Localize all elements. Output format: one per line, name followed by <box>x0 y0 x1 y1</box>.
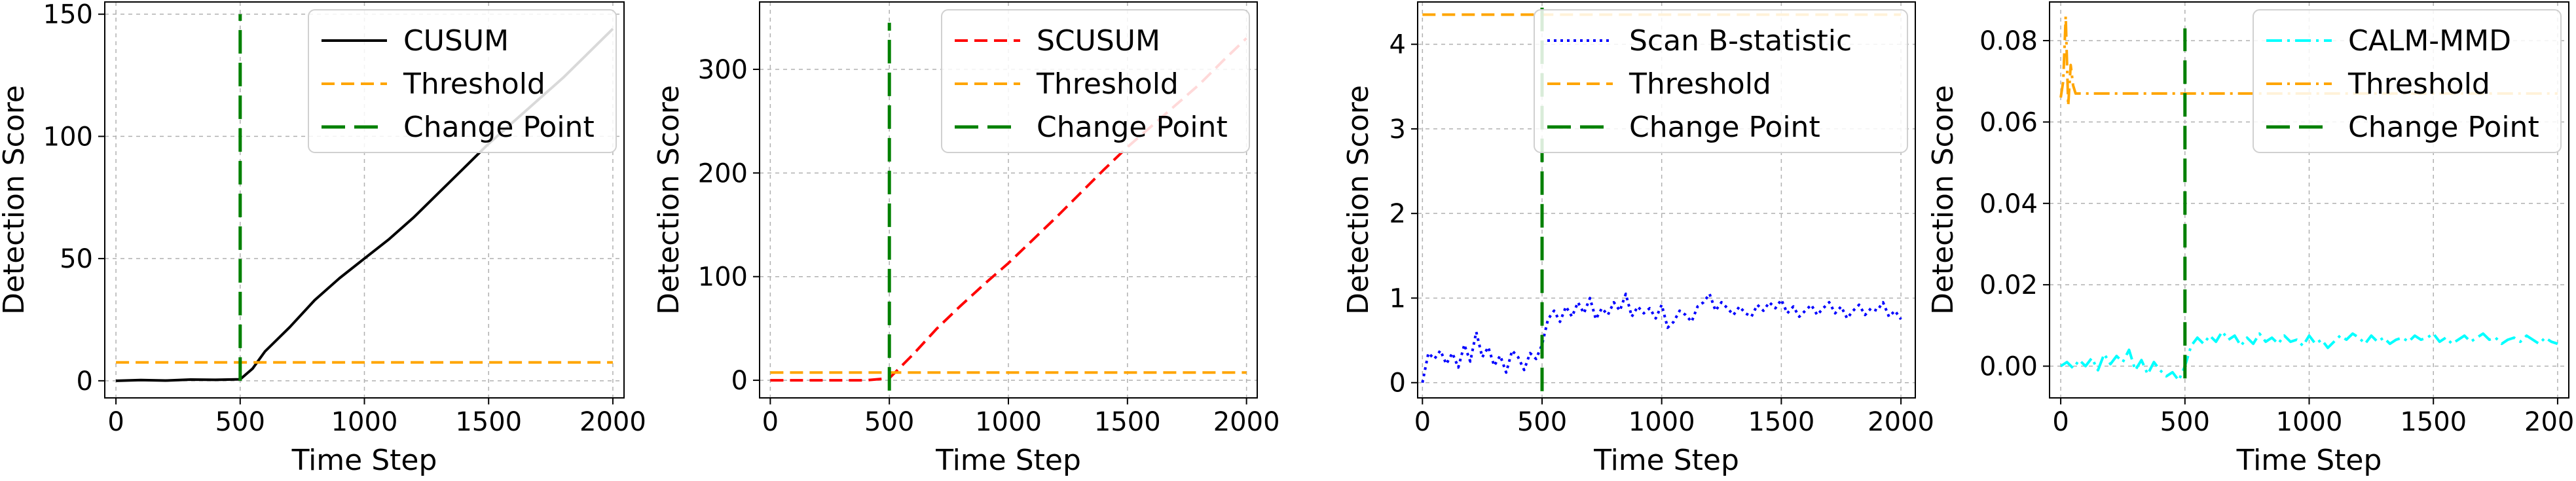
legend-label: Scan B-statistic <box>1629 24 1852 58</box>
legend-box <box>1534 9 1908 153</box>
x-tick-label: 0 <box>1414 407 1431 437</box>
y-tick-label: 100 <box>43 122 93 152</box>
x-tick-label: 500 <box>1517 407 1567 437</box>
y-tick-label: 1 <box>1389 283 1406 313</box>
axes-frame <box>1417 1 1916 399</box>
legend-label: CALM-MMD <box>2348 24 2511 58</box>
legend-label: Threshold <box>1628 67 1771 101</box>
x-tick-label: 1000 <box>1628 407 1695 437</box>
x-tick-label: 2000 <box>1868 407 1934 437</box>
y-tick-label: 0.00 <box>1979 352 2038 382</box>
y-axis-label: Detection Score <box>1342 85 1375 315</box>
x-tick-label: 2000 <box>580 407 646 437</box>
x-tick-label: 500 <box>2160 407 2210 437</box>
y-tick-label: 0 <box>1389 368 1406 399</box>
y-tick-label: 2 <box>1389 199 1406 229</box>
series-line-1 <box>2060 330 2558 382</box>
x-tick-label: 0 <box>2052 407 2069 437</box>
y-tick-label: 0 <box>77 366 93 397</box>
x-tick-label: 2000 <box>2524 407 2576 437</box>
x-tick-label: 1500 <box>2400 407 2467 437</box>
x-tick-label: 500 <box>215 407 265 437</box>
legend-label: Threshold <box>2347 67 2490 101</box>
x-tick-label: 500 <box>864 407 914 437</box>
y-tick-label: 50 <box>60 244 93 274</box>
y-axis-label: Detection Score <box>1926 85 1960 315</box>
chart-4: 0 500 1000 1500 2000 0.00 0.02 0.04 0.06 0.08 Time… <box>1926 1 2576 477</box>
y-tick-label: 0.06 <box>1979 107 2038 137</box>
x-axis-label: Time Step <box>291 444 437 477</box>
x-tick-label: 0 <box>762 407 779 437</box>
y-tick-label: 100 <box>698 262 748 293</box>
y-tick-label: 4 <box>1389 30 1406 60</box>
x-tick-label: 1500 <box>1748 407 1814 437</box>
x-tick-label: 1000 <box>331 407 398 437</box>
chart-1: 0 500 1000 1500 2000 0 50 100 150 Time Step Detect… <box>0 0 646 477</box>
x-tick-label: 1500 <box>1094 407 1161 437</box>
legend-box <box>2253 9 2562 153</box>
legend-box <box>308 9 617 153</box>
legend: CUSUM Threshold Change Point <box>308 9 617 153</box>
legend-label: CUSUM <box>403 24 509 58</box>
legend-label: Change Point <box>2348 111 2539 144</box>
x-axis-label: Time Step <box>2236 444 2382 477</box>
legend-label: Change Point <box>1629 111 1820 144</box>
chart-3: 0 500 1000 1500 2000 0 1 2 3 4 Time Step Detection … <box>1342 1 1934 477</box>
y-tick-label: 150 <box>43 0 93 30</box>
y-tick-label: 0.02 <box>1979 270 2038 300</box>
x-axis-label: Time Step <box>1593 444 1739 477</box>
x-tick-label: 1500 <box>455 407 522 437</box>
legend-label: Change Point <box>403 111 595 144</box>
x-axis-label: Time Step <box>935 444 1081 477</box>
legend-label: Threshold <box>1036 67 1179 101</box>
x-tick-label: 1000 <box>2276 407 2343 437</box>
legend: SCUSUM Threshold Change Point <box>941 9 1250 153</box>
legend-label: SCUSUM <box>1037 24 1160 58</box>
legend-label: Threshold <box>403 67 545 101</box>
legend-box <box>941 9 1250 153</box>
y-tick-label: 200 <box>698 158 748 188</box>
y-tick-label: 0.04 <box>1979 189 2038 219</box>
y-tick-label: 0.08 <box>1979 26 2038 56</box>
legend: Scan B-statistic Threshold Change Point <box>1534 9 1908 153</box>
chart-2: 0 500 1000 1500 2000 0 100 200 300 Time Step Detec… <box>652 1 1280 477</box>
legend: CALM-MMD Threshold Change Point <box>2253 9 2562 153</box>
y-axis-label: Detection Score <box>0 85 31 315</box>
x-tick-label: 0 <box>107 407 124 437</box>
legend-label: Change Point <box>1037 111 1228 144</box>
x-tick-label: 1000 <box>975 407 1042 437</box>
y-tick-label: 0 <box>731 366 748 396</box>
series-line-1 <box>1421 293 1902 383</box>
x-tick-label: 2000 <box>1213 407 1280 437</box>
y-axis-label: Detection Score <box>652 85 686 315</box>
y-tick-label: 3 <box>1389 115 1406 145</box>
y-tick-label: 300 <box>698 55 748 85</box>
